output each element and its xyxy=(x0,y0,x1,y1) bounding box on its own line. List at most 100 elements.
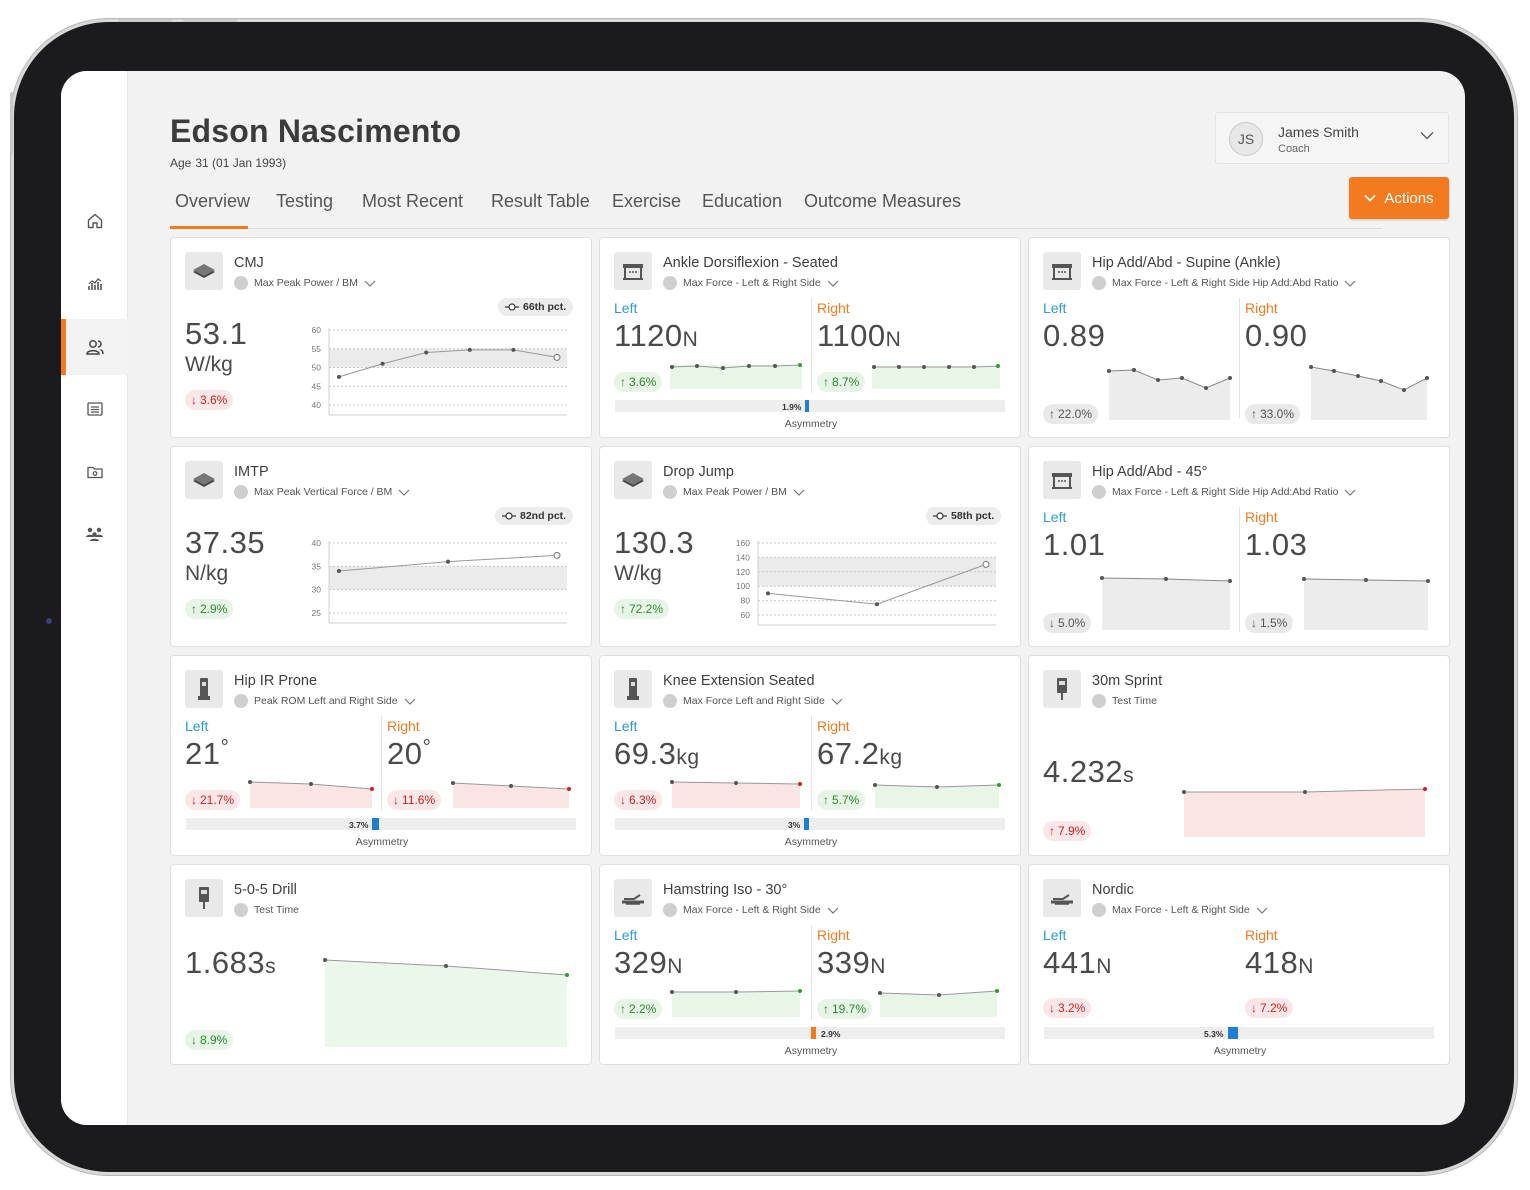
sidebar-item-athletes[interactable] xyxy=(61,319,128,375)
left-sparkline xyxy=(670,989,802,1017)
athlete-age: Age 31 (01 Jan 1993) xyxy=(170,156,290,170)
metric-label: Test Time xyxy=(254,904,299,916)
right-value: 67.2kg xyxy=(817,736,903,772)
left-label: Left xyxy=(1043,509,1067,525)
metric-label-row: Test Time xyxy=(234,903,299,917)
main-unit: W/kg xyxy=(614,562,662,585)
left-unit: kg xyxy=(676,746,700,769)
asymmetry-value: 3% xyxy=(788,820,801,830)
left-label: Left xyxy=(614,300,638,316)
card-imtp[interactable]: IMTP Max Peak Vertical Force / BM 82nd p… xyxy=(170,446,592,647)
card-nordic[interactable]: Nordic Max Force - Left & Right Side Lef… xyxy=(1028,864,1450,1065)
metric-selector[interactable]: Max Peak Power / BM xyxy=(663,485,805,499)
left-change-badge: ↓ 3.2% xyxy=(1043,998,1092,1018)
metric-selector[interactable]: Max Force - Left & Right Side xyxy=(663,903,839,917)
sidebar-item-files[interactable] xyxy=(61,444,128,500)
tab-overview[interactable]: Overview xyxy=(175,191,251,211)
dynamometer-frame-icon xyxy=(1043,252,1081,290)
normative-band xyxy=(329,566,567,590)
metric-selector[interactable]: Max Force - Left & Right Side Hip Add:Ab… xyxy=(1092,485,1356,499)
change-value: 5.0% xyxy=(1058,616,1086,630)
card-ankle-dorsiflexion[interactable]: Ankle Dorsiflexion - Seated Max Force - … xyxy=(599,237,1021,438)
arrow-down-icon: ↓ xyxy=(191,793,197,807)
card-drop-jump[interactable]: Drop Jump Max Peak Power / BM 58th pct. … xyxy=(599,446,1021,647)
change-badge: ↓ 3.6% xyxy=(185,390,234,410)
right-change-badge: ↓ 11.6% xyxy=(387,790,442,810)
card-title: CMJ xyxy=(234,255,264,271)
metric-selector[interactable]: Max Peak Power / BM xyxy=(234,276,376,290)
right-sparkline xyxy=(1309,365,1429,420)
tab-testing[interactable]: Testing xyxy=(276,191,334,211)
tab-education[interactable]: Education xyxy=(702,191,783,211)
tab-most-recent[interactable]: Most Recent xyxy=(362,191,464,211)
right-sparkline xyxy=(873,783,1001,808)
right-value: 339N xyxy=(817,945,886,981)
nordboard-icon xyxy=(614,879,652,917)
metric-selector[interactable]: Max Peak Vertical Force / BM xyxy=(234,485,410,499)
percentile-icon xyxy=(933,512,947,520)
metric-icon xyxy=(663,276,677,290)
card-title: Hip Add/Abd - Supine (Ankle) xyxy=(1092,255,1281,271)
left-sparkline xyxy=(1100,576,1232,630)
metric-label: Peak ROM Left and Right Side xyxy=(254,695,398,707)
data-point xyxy=(337,374,341,379)
card-cmj[interactable]: CMJ Max Peak Power / BM 66th pct. 53.1 W… xyxy=(170,237,592,438)
card-hip-add-abd-supine[interactable]: Hip Add/Abd - Supine (Ankle) Max Force -… xyxy=(1028,237,1450,438)
tab-exercise[interactable]: Exercise xyxy=(612,191,682,211)
data-point xyxy=(875,602,879,607)
y-tick-label: 60 xyxy=(741,610,751,620)
metric-selector[interactable]: Max Force - Left & Right Side xyxy=(663,276,839,290)
tab-result-table[interactable]: Result Table xyxy=(491,191,590,211)
metric-label: Max Force - Left & Right Side Hip Add:Ab… xyxy=(1112,277,1339,289)
arrow-up-icon: ↑ xyxy=(823,1002,829,1016)
data-point xyxy=(446,559,450,564)
right-change-badge: ↓ 7.2% xyxy=(1245,998,1294,1018)
asymmetry-label: Asymmetry xyxy=(784,836,838,848)
athlete-name: Edson Nascimento xyxy=(170,113,462,149)
card-505-drill[interactable]: 5-0-5 Drill Test Time 1.683s ↓ 8.9% xyxy=(170,864,592,1065)
change-value: 8.9% xyxy=(200,1033,228,1047)
arrow-down-icon: ↓ xyxy=(191,1033,197,1047)
active-tab-indicator xyxy=(170,226,248,229)
percentile-icon xyxy=(505,303,519,311)
metric-selector[interactable]: Peak ROM Left and Right Side xyxy=(234,694,416,708)
card-hip-add-abd-45[interactable]: Hip Add/Abd - 45° Max Force - Left & Rig… xyxy=(1028,446,1450,647)
change-value: 3.6% xyxy=(629,375,657,389)
left-unit: N xyxy=(1096,955,1112,978)
arrow-down-icon: ↓ xyxy=(191,393,197,407)
metric-label: Max Peak Vertical Force / BM xyxy=(254,486,393,498)
sidebar-item-list[interactable] xyxy=(61,381,128,437)
actions-button[interactable]: Actions xyxy=(1349,177,1449,219)
left-change-badge: ↑ 3.6% xyxy=(614,372,663,392)
arrow-down-icon: ↓ xyxy=(1049,616,1055,630)
card-hip-ir-prone[interactable]: Hip IR Prone Peak ROM Left and Right Sid… xyxy=(170,655,592,856)
y-tick-label: 45 xyxy=(312,381,322,391)
metric-selector[interactable]: Max Force - Left & Right Side Hip Add:Ab… xyxy=(1092,276,1356,290)
left-label: Left xyxy=(1043,927,1067,943)
right-label: Right xyxy=(1245,509,1278,525)
handheld-dynamometer-icon xyxy=(614,670,652,708)
chevron-down-icon xyxy=(827,907,839,914)
right-unit: N xyxy=(885,328,902,351)
sidebar-item-analytics[interactable] xyxy=(61,256,128,312)
right-value: 0.90 xyxy=(1245,318,1308,353)
card-title: Ankle Dorsiflexion - Seated xyxy=(663,255,838,271)
card-knee-extension-seated[interactable]: Knee Extension Seated Max Force Left and… xyxy=(599,655,1021,856)
right-change-badge: ↑ 8.7% xyxy=(817,372,866,392)
metric-selector[interactable]: Max Force - Left & Right Side xyxy=(1092,903,1268,917)
metric-selector[interactable]: Max Force Left and Right Side xyxy=(663,694,843,708)
left-change-badge: ↓ 21.7% xyxy=(185,790,241,810)
asymmetry-bar xyxy=(615,818,1005,830)
change-value: 7.9% xyxy=(1058,824,1086,838)
sidebar-item-home[interactable] xyxy=(61,193,128,249)
card-30m-sprint[interactable]: 30m Sprint Test Time 4.232s ↑ 7.9% xyxy=(1028,655,1450,856)
card-hamstring-iso-30[interactable]: Hamstring Iso - 30° Max Force - Left & R… xyxy=(599,864,1021,1065)
sidebar xyxy=(61,71,128,1125)
tab-outcome-measures[interactable]: Outcome Measures xyxy=(804,191,962,211)
sidebar-item-groups[interactable] xyxy=(61,506,128,562)
user-menu[interactable]: JS James Smith Coach xyxy=(1215,112,1449,164)
data-point xyxy=(553,353,561,361)
divider xyxy=(811,298,812,393)
chevron-down-icon xyxy=(398,489,410,496)
left-label: Left xyxy=(1043,300,1067,316)
